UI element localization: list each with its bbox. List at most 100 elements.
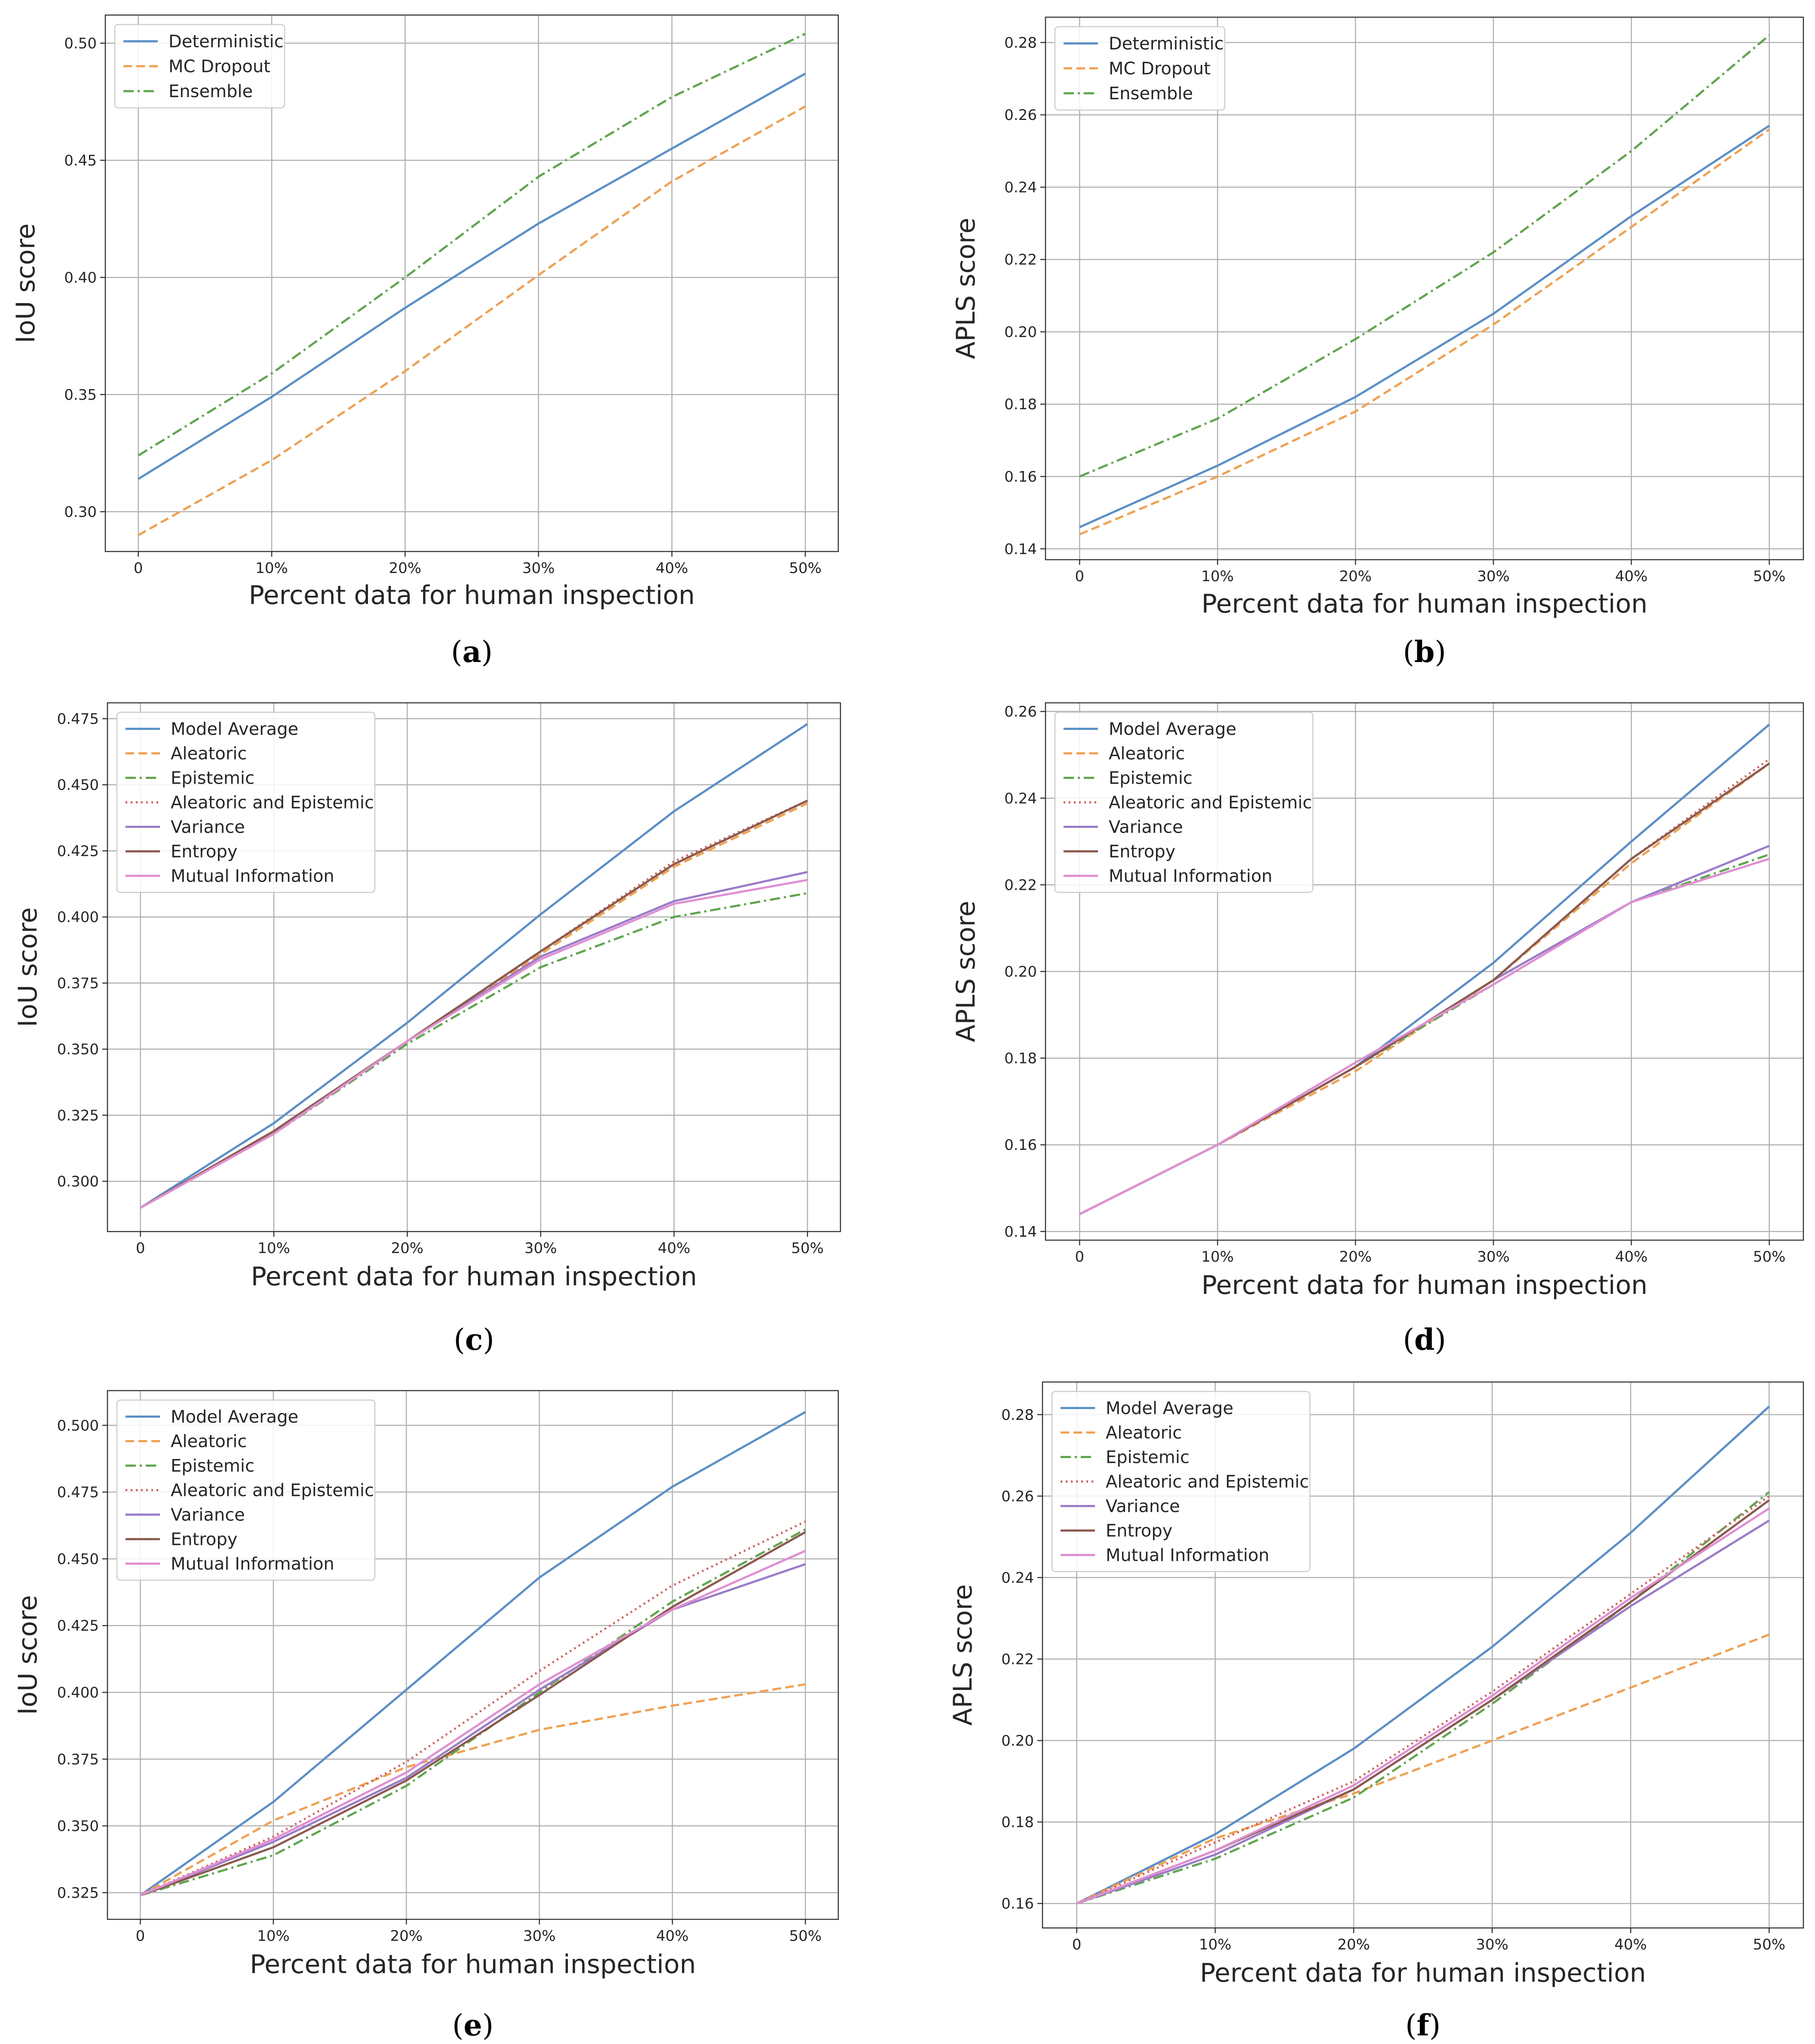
y-tick-label: 0.475: [57, 1484, 99, 1501]
y-tick-label: 0.22: [1004, 251, 1037, 269]
y-tick-label: 0.375: [57, 975, 99, 992]
plot-frame: [104, 14, 839, 552]
series-line: [140, 1550, 806, 1897]
y-tick-label: 0.35: [64, 386, 97, 404]
legend: Model Average Aleatoric Epistemic Aleatoric…: [116, 711, 376, 893]
x-axis-label: Percent data for human inspection: [250, 1949, 696, 1980]
y-tick-label: 0.350: [57, 1041, 99, 1058]
x-tick-label: 10%: [1201, 568, 1234, 585]
legend-label: Model Average: [171, 720, 298, 739]
series-line: [1076, 1633, 1770, 1905]
x-tick-label: 40%: [656, 1928, 689, 1945]
y-tick-label: 0.500: [57, 1417, 99, 1434]
series-line: [140, 802, 808, 1209]
x-tick-label: 10%: [257, 1928, 290, 1945]
legend-label: Epistemic: [171, 769, 254, 788]
y-tick-label: 0.20: [1004, 324, 1037, 341]
series-line: [140, 723, 808, 1209]
legend: Deterministic MC Dropout Ensemble: [1054, 26, 1226, 111]
y-tick-label: 0.375: [57, 1751, 99, 1768]
y-tick-label: 0.18: [1001, 1814, 1034, 1831]
x-tick-label: 30%: [523, 1928, 556, 1945]
series-line: [140, 1563, 806, 1897]
legend: Deterministic MC Dropout Ensemble: [114, 24, 285, 109]
x-axis-label: Percent data for human inspection: [1202, 589, 1648, 619]
y-tick-label: 0.24: [1001, 1569, 1034, 1587]
x-tick-label: 10%: [255, 560, 288, 577]
legend-label: Ensemble: [1109, 84, 1193, 104]
y-tick-label: 0.24: [1004, 790, 1037, 807]
series-line: [138, 105, 806, 536]
legend-label: Model Average: [1106, 1399, 1233, 1419]
x-axis-label: Percent data for human inspection: [249, 580, 695, 610]
chart-panel-a: 0 10% 20% 30% 40% 50% 0.30 0.35 0.40 0.45 0.50 Dete…: [11, 14, 839, 669]
chart-panel-f: 0 10% 20% 30% 40% 50% 0.16 0.18 0.20 0.22 0.24 0.26…: [948, 1381, 1804, 2043]
legend-label: Epistemic: [1109, 769, 1193, 788]
x-tick-label: 50%: [1753, 568, 1786, 585]
chart-panel-e: 0 10% 20% 30% 40% 50% 0.325 0.350 0.375 0.400 0.42…: [13, 1390, 839, 2043]
series-line: [140, 871, 808, 1209]
legend-label: Aleatoric: [1109, 744, 1185, 764]
legend-box: [1054, 26, 1226, 111]
series-line: [138, 73, 806, 480]
legend-label: Variance: [171, 818, 245, 837]
y-tick-label: 0.325: [57, 1885, 99, 1902]
x-tick-label: 30%: [1477, 1248, 1510, 1266]
x-tick-label: 50%: [789, 1928, 822, 1945]
y-tick-label: 0.26: [1004, 107, 1037, 124]
series-line: [1079, 845, 1770, 1215]
y-tick-label: 0.16: [1004, 1137, 1037, 1154]
y-tick-label: 0.14: [1004, 541, 1037, 558]
x-tick-label: 0: [1072, 1936, 1082, 1953]
y-tick-label: 0.26: [1001, 1488, 1034, 1505]
plot-frame: [107, 1390, 839, 1920]
x-tick-label: 30%: [522, 560, 555, 577]
series-line: [140, 1411, 806, 1897]
y-tick-label: 0.20: [1004, 963, 1037, 981]
x-tick-label: 50%: [1753, 1248, 1786, 1266]
x-tick-label: 20%: [1339, 1248, 1372, 1266]
y-tick-label: 0.400: [57, 909, 99, 926]
panel-caption: (c): [454, 1323, 494, 1357]
legend-label: Aleatoric and Epistemic: [171, 793, 374, 813]
legend-label: MC Dropout: [169, 57, 270, 77]
legend-label: Aleatoric and Epistemic: [171, 1481, 374, 1501]
series-line: [1079, 125, 1770, 528]
y-tick-label: 0.40: [64, 269, 97, 286]
x-tick-label: 50%: [1753, 1936, 1786, 1953]
legend-label: Ensemble: [169, 82, 253, 101]
legend-box: [1051, 1391, 1311, 1572]
series-line: [1076, 1507, 1770, 1905]
panel-caption: (d): [1403, 1323, 1446, 1357]
panel-caption: (b): [1403, 635, 1446, 669]
plot-frame: [1042, 1381, 1804, 1929]
series-line: [140, 1683, 806, 1897]
legend-label: Aleatoric: [171, 1432, 247, 1452]
x-tick-label: 0: [136, 1240, 145, 1257]
legend-label: Aleatoric and Epistemic: [1109, 793, 1312, 813]
y-axis-label: IoU score: [13, 907, 43, 1027]
y-tick-label: 0.24: [1004, 179, 1037, 196]
y-tick-label: 0.450: [57, 777, 99, 794]
x-tick-label: 10%: [258, 1240, 290, 1257]
y-tick-label: 0.350: [57, 1818, 99, 1835]
legend-label: Entropy: [171, 842, 237, 862]
x-tick-label: 50%: [791, 1240, 824, 1257]
x-tick-label: 40%: [658, 1240, 690, 1257]
y-axis-label: APLS score: [951, 218, 981, 359]
x-axis-label: Percent data for human inspection: [251, 1262, 697, 1292]
series-line: [1079, 128, 1770, 536]
x-tick-label: 10%: [1201, 1248, 1234, 1266]
x-tick-label: 20%: [389, 560, 422, 577]
series-line: [140, 1528, 806, 1897]
x-tick-label: 30%: [524, 1240, 557, 1257]
y-axis-label: APLS score: [951, 901, 981, 1042]
y-tick-label: 0.475: [57, 711, 99, 728]
legend-label: Variance: [1106, 1497, 1180, 1517]
x-tick-label: 20%: [390, 1928, 423, 1945]
plot-frame: [1045, 702, 1804, 1241]
y-tick-label: 0.16: [1004, 468, 1037, 485]
chart-panel-c: 0 10% 20% 30% 40% 50% 0.300 0.325 0.350 0.375 0.40…: [13, 702, 841, 1357]
y-tick-label: 0.50: [64, 35, 97, 52]
